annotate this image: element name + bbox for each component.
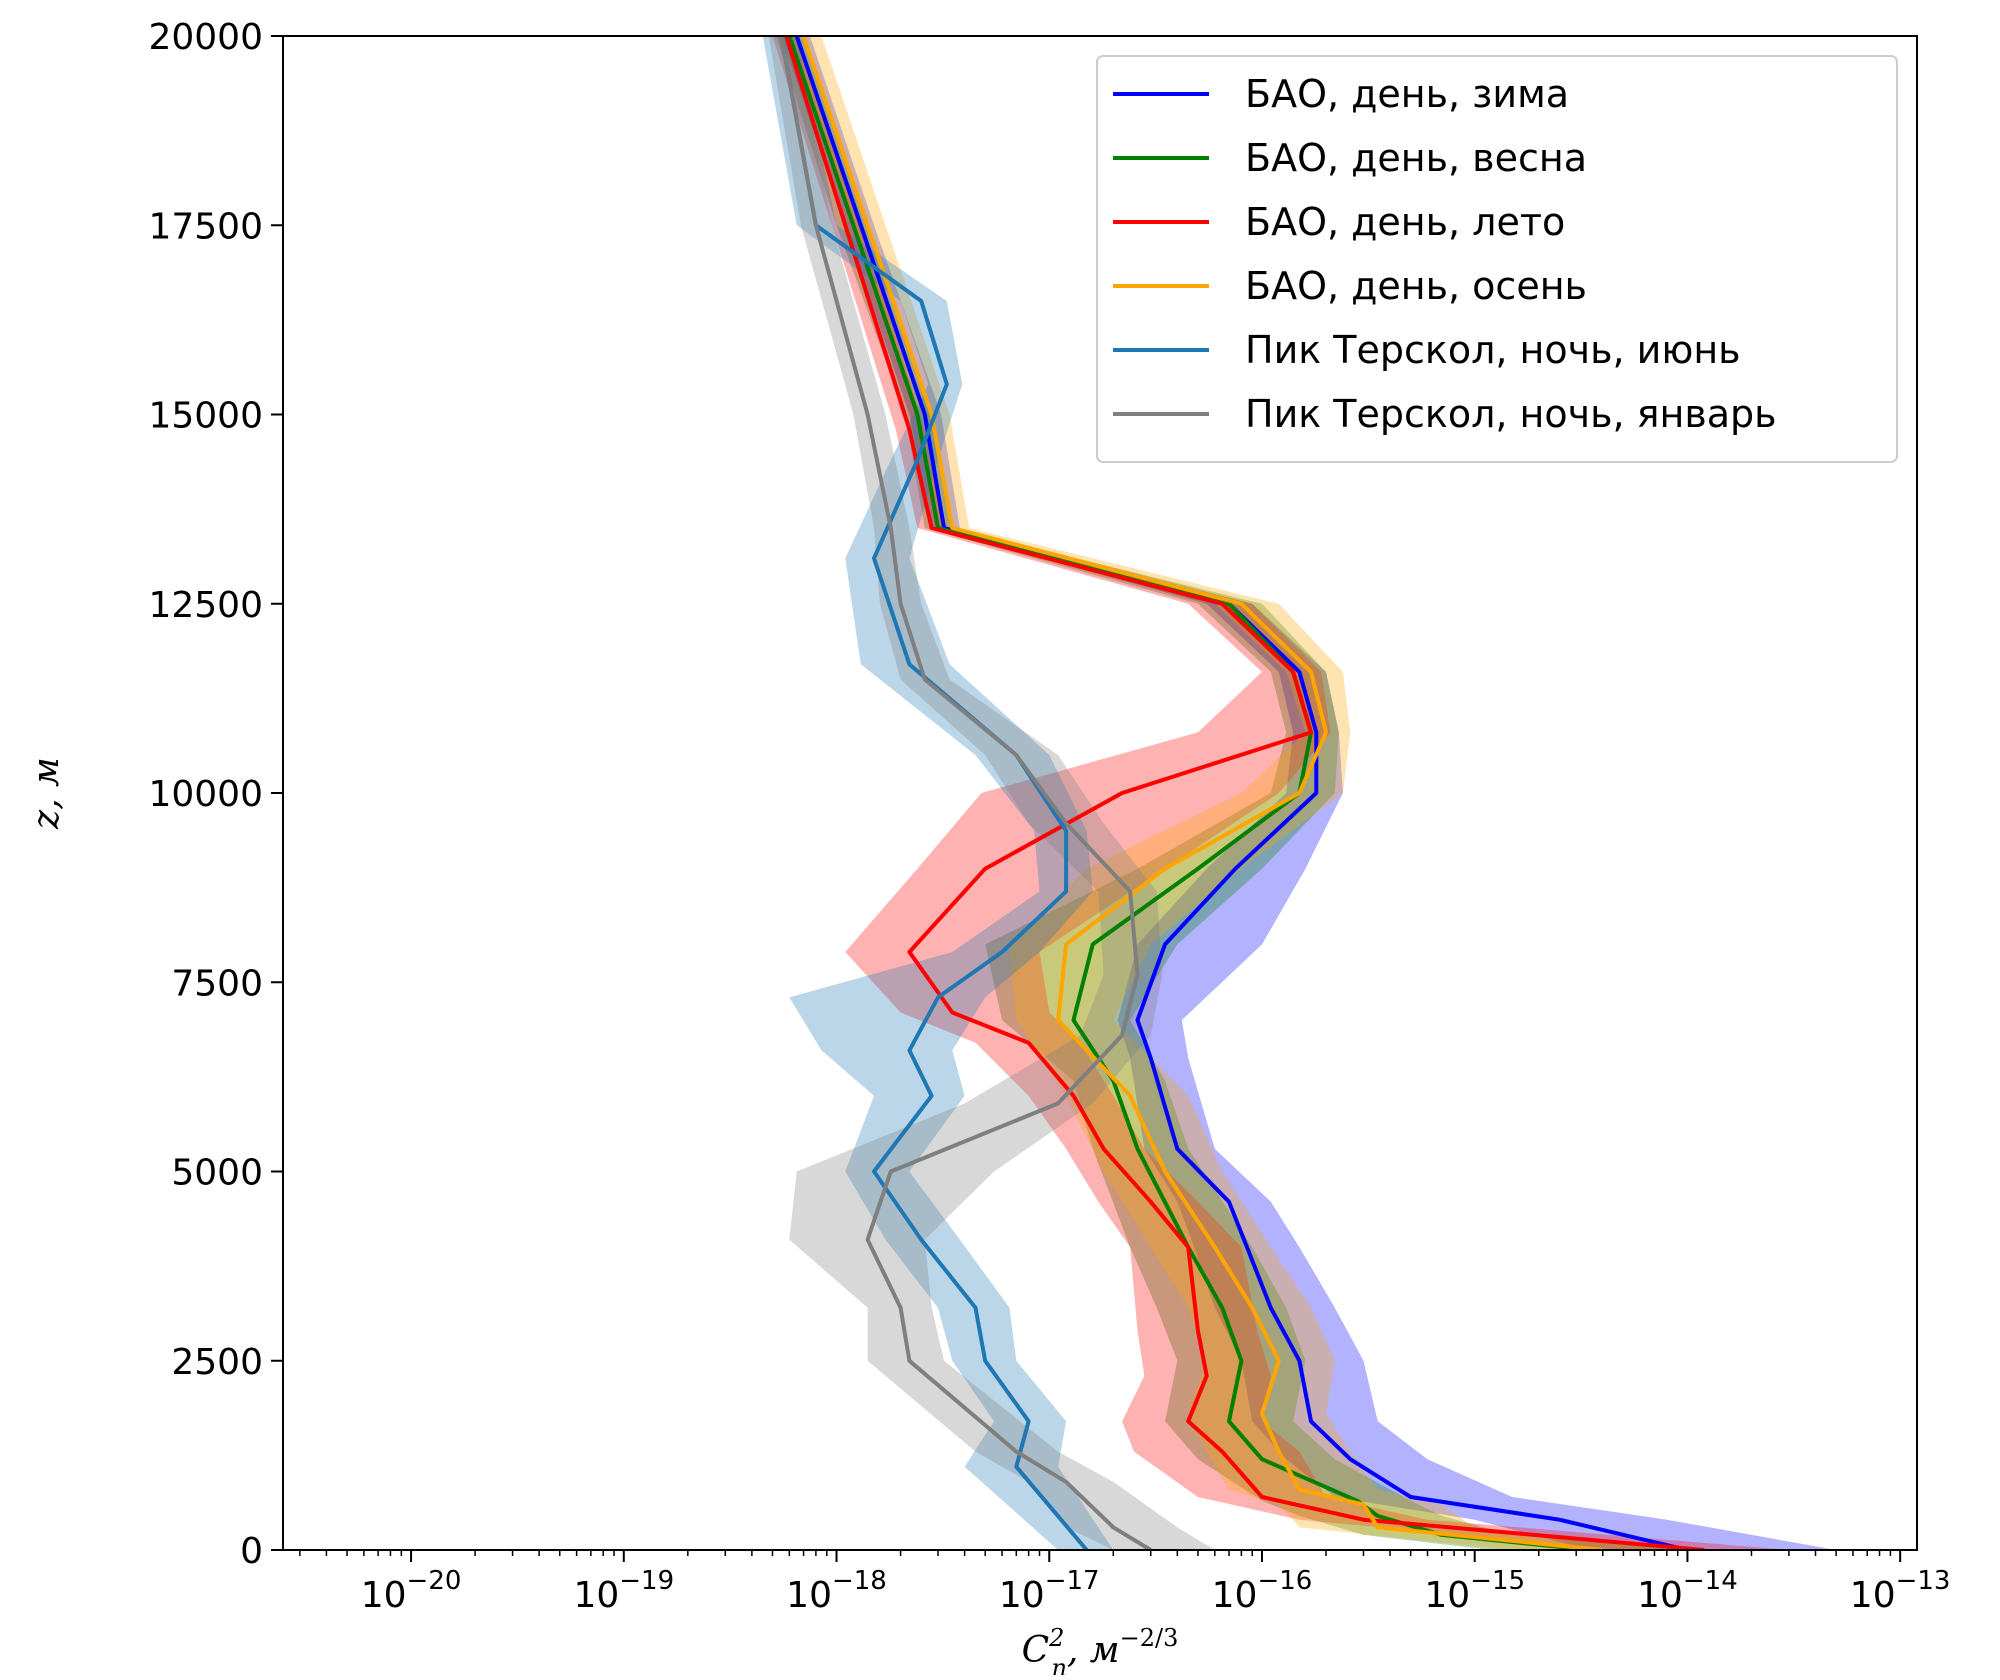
x-tick-label: 10−14 [1637,1566,1738,1616]
y-tick-label: 0 [240,1531,263,1572]
legend-box [1096,55,1898,463]
series-lines [779,36,1705,1550]
x-axis-label-sub: n [1051,1654,1066,1675]
x-tick-exponent: −20 [407,1566,462,1596]
x-tick-base: 10 [1424,1575,1470,1616]
y-tick-label: 7500 [171,963,263,1004]
x-tick-label: 10−16 [1212,1566,1313,1616]
y-tick-label: 2500 [171,1342,263,1383]
legend-label-6: Пик Терскол, ночь, январь [1245,392,1777,436]
band-6 [768,36,1215,1550]
series-line-5 [779,36,1089,1550]
x-tick-exponent: −13 [1896,1566,1951,1596]
series-line-6 [779,36,1152,1550]
band-5 [762,36,1114,1550]
x-tick-exponent: −15 [1470,1566,1525,1596]
x-tick-label: 10−18 [786,1566,887,1616]
y-tick-label: 17500 [148,206,263,247]
legend: БАО, день, зима БАО, день, весна БАО, день… [1096,55,1898,463]
band-4 [789,36,1705,1550]
x-tick-base: 10 [1212,1575,1258,1616]
x-tick-base: 10 [999,1575,1045,1616]
x-tick-exponent: −14 [1683,1566,1738,1596]
band-2 [776,36,1688,1550]
series-line-3 [784,36,1705,1550]
x-tick-base: 10 [1850,1575,1896,1616]
x-axis-ticks: 10−20 10−19 10−18 10−17 10−16 10−15 10−14 10−13 [299,1550,1951,1616]
x-tick-base: 10 [361,1575,407,1616]
x-axis-label-base: C [1022,1630,1050,1671]
x-axis-label: C2 n, м−2/3 [1022,1624,1179,1675]
y-tick-label: 10000 [148,774,263,815]
y-tick-label: 5000 [171,1153,263,1194]
y-tick-label: 12500 [148,585,263,626]
x-tick-exponent: −17 [1045,1566,1100,1596]
x-axis-label-unit: , м [1067,1630,1120,1671]
x-tick-label: 10−13 [1850,1566,1951,1616]
legend-label-1: БАО, день, зима [1245,72,1569,116]
x-tick-label: 10−15 [1424,1566,1525,1616]
x-axis-label-unit-sup: −2/3 [1120,1624,1179,1652]
band-1 [781,36,1837,1550]
x-tick-base: 10 [786,1575,832,1616]
legend-label-2: БАО, день, весна [1245,136,1587,180]
x-tick-exponent: −16 [1257,1566,1312,1596]
x-tick-base: 10 [573,1575,619,1616]
legend-label-4: БАО, день, осень [1245,264,1587,308]
series-line-4 [801,36,1604,1550]
y-tick-label: 15000 [148,396,263,437]
x-tick-label: 10−19 [573,1566,674,1616]
legend-label-3: БАО, день, лето [1245,200,1565,244]
x-tick-label: 10−17 [999,1566,1100,1616]
x-tick-base: 10 [1637,1575,1683,1616]
x-axis-label-sup: 2 [1048,1624,1064,1652]
legend-label-5: Пик Терскол, ночь, июнь [1245,328,1741,372]
y-axis-ticks: 0 2500 5000 7500 10000 12500 15000 17500 20000 [148,17,283,1572]
x-tick-exponent: −19 [619,1566,674,1596]
x-tick-label: 10−20 [361,1566,462,1616]
confidence-bands [762,36,1837,1550]
y-tick-label: 20000 [148,17,263,58]
y-axis-label: z, м [26,757,67,830]
x-tick-exponent: −18 [832,1566,887,1596]
